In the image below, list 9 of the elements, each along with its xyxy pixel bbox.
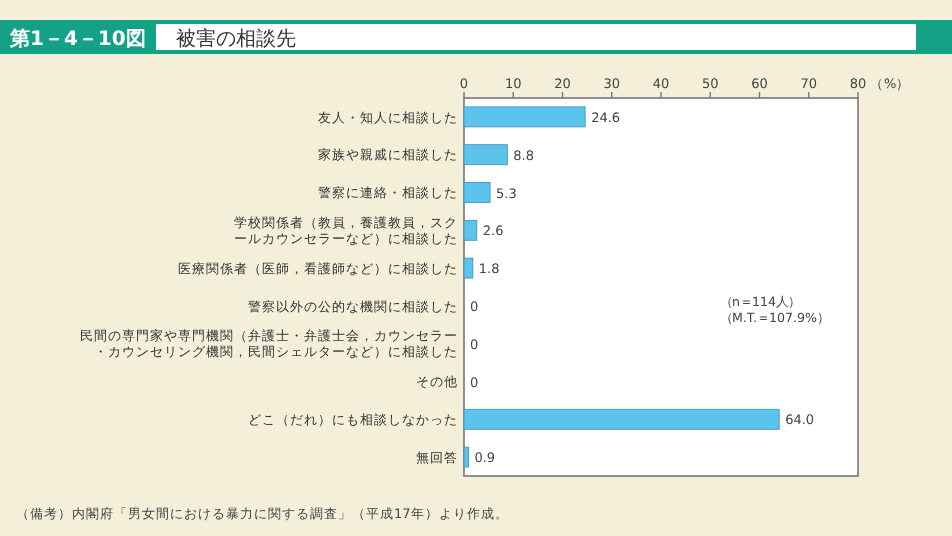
bar bbox=[463, 257, 474, 279]
text: 第1－4－10図 bbox=[8, 27, 146, 51]
text: 被害の相談先 bbox=[176, 27, 296, 51]
bar bbox=[463, 219, 478, 241]
bar bbox=[463, 106, 586, 128]
bar bbox=[463, 144, 508, 166]
bar bbox=[463, 408, 780, 430]
bar bbox=[463, 182, 491, 203]
bar bbox=[463, 446, 469, 468]
